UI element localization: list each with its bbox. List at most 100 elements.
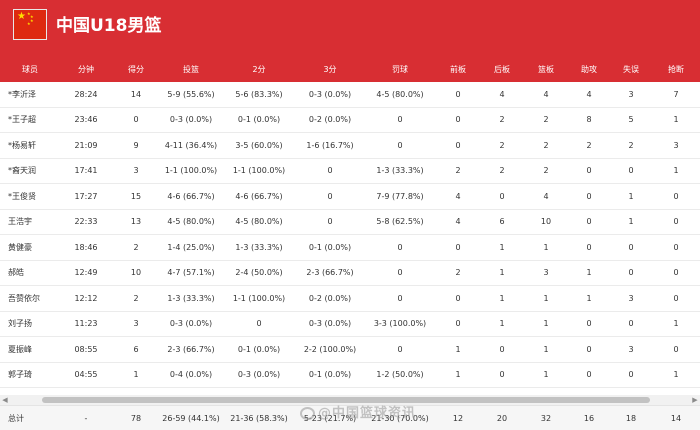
total-oreb: 12 [452,413,464,423]
weibo-logo-icon [300,407,315,420]
column-header-ast: 助攻 [581,64,597,74]
player-row: 黄健豪 18:46 2 1-4 (25.0%) 1-3 (33.3%) 0-1 (0.0%… [0,235,700,261]
cell-minutes: 21:09 [74,140,98,150]
cell-points: 9 [133,140,139,150]
column-header-dreb: 后板 [494,64,510,74]
cell-player: 郝皓 [8,268,24,278]
cell-fg: 4-11 (36.4%) [164,140,218,150]
cell-two-pt: 1-3 (33.3%) [235,242,283,252]
cell-player: 夏振峰 [8,344,32,354]
cell-two-pt: 4-5 (80.0%) [235,217,283,227]
cell-player: 郭子琦 [8,370,32,380]
cell-reb: 1 [543,242,549,252]
scroll-right-icon[interactable]: ▶ [692,396,698,404]
column-header-fg: 投篮 [183,64,199,74]
total-dreb: 20 [496,413,508,423]
cell-oreb: 2 [455,166,461,176]
cell-points: 15 [130,191,142,201]
column-header-tov: 失误 [623,64,639,74]
player-row: *王子超 23:46 0 0-3 (0.0%) 0-1 (0.0%) 0-2 (0.0%)… [0,107,700,133]
cell-minutes: 23:46 [74,115,98,125]
cell-fg: 1-1 (100.0%) [164,166,218,176]
table-header: 球员 分钟 得分 投篮 2分 3分 罚球 前板 后板 篮板 助攻 失误 抢断 [0,56,700,82]
total-minutes: - [84,413,88,423]
column-header-minutes: 分钟 [78,64,94,74]
cell-ft: 4-5 (80.0%) [376,89,424,99]
cell-reb: 10 [540,217,552,227]
cell-minutes: 12:49 [74,268,98,278]
cell-ft: 1-2 (50.0%) [376,370,424,380]
scroll-left-icon[interactable]: ◀ [2,396,8,404]
cell-oreb: 0 [455,293,461,303]
cell-ft: 3-3 (100.0%) [373,319,427,329]
cell-ast: 4 [586,89,592,99]
cell-stl: 0 [673,293,679,303]
cell-two-pt: 5-6 (83.3%) [235,89,283,99]
cell-minutes: 28:24 [74,89,98,99]
cell-two-pt: 0 [256,319,262,329]
cell-three-pt: 0-1 (0.0%) [308,370,352,380]
column-header-oreb: 前板 [450,64,466,74]
cell-dreb: 6 [499,217,505,227]
cell-tov: 3 [628,344,634,354]
cell-player: 王浩宇 [8,217,32,227]
cell-minutes: 17:41 [74,166,98,176]
watermark: @中国篮球资讯 [300,403,416,425]
cell-points: 10 [130,268,142,278]
column-header-reb: 篮板 [538,64,554,74]
cell-reb: 2 [543,166,549,176]
cell-oreb: 0 [455,242,461,252]
cell-tov: 1 [628,191,634,201]
cell-reb: 2 [543,140,549,150]
cell-dreb: 0 [499,191,505,201]
cell-ft: 5-8 (62.5%) [376,217,424,227]
cell-player: *杨易轩 [8,140,36,150]
cell-stl: 3 [673,140,679,150]
cell-ast: 1 [586,293,592,303]
cell-ast: 0 [586,166,592,176]
total-two-pt: 21-36 (58.3%) [230,413,288,423]
cell-three-pt: 0 [327,166,333,176]
cell-ast: 0 [586,242,592,252]
cell-fg: 0-3 (0.0%) [169,115,213,125]
cell-dreb: 4 [499,89,505,99]
cell-stl: 7 [673,89,679,99]
cell-tov: 5 [628,115,634,125]
cell-reb: 4 [543,89,549,99]
cell-minutes: 17:27 [74,191,98,201]
scrollbar-thumb[interactable] [42,397,650,403]
cell-points: 2 [133,242,139,252]
china-flag-icon: ★ ★ ★ ★ ★ [13,9,47,40]
cell-stl: 0 [673,242,679,252]
total-stl: 14 [670,413,682,423]
cell-three-pt: 0-2 (0.0%) [308,293,352,303]
player-row: 郭子琦 04:55 1 0-4 (0.0%) 0-3 (0.0%) 0-1 (0.0%) 1… [0,362,700,388]
cell-two-pt: 0-1 (0.0%) [237,115,281,125]
cell-dreb: 2 [499,115,505,125]
column-header-stl: 抢断 [668,64,684,74]
column-header-points: 得分 [128,64,144,74]
player-row: 刘子扬 11:23 3 0-3 (0.0%) 0 0-3 (0.0%) 3-3 (100.0… [0,311,700,337]
column-header-player: 球员 [22,64,38,74]
cell-oreb: 1 [455,344,461,354]
cell-points: 3 [133,319,139,329]
horizontal-scrollbar[interactable]: ◀ ▶ [0,395,700,405]
team-title: 中国U18男篮 [56,16,162,36]
player-row: 王浩宇 22:33 13 4-5 (80.0%) 4-5 (80.0%) 0 5-8 (62… [0,209,700,235]
cell-minutes: 22:33 [74,217,98,227]
cell-points: 14 [130,89,142,99]
cell-player: *王子超 [8,115,36,125]
column-header-two-pt: 2分 [252,64,266,74]
cell-three-pt: 2-2 (100.0%) [303,344,357,354]
cell-oreb: 2 [455,268,461,278]
team-header: ★ ★ ★ ★ ★ 中国U18男篮 [0,0,700,56]
cell-minutes: 08:55 [74,344,98,354]
cell-tov: 0 [628,268,634,278]
cell-points: 2 [133,293,139,303]
cell-tov: 1 [628,217,634,227]
total-player: 总计 [8,413,24,423]
cell-oreb: 4 [455,217,461,227]
total-row: 总计 - 78 26-59 (44.1%) 21-36 (58.3%) 5-23 (21.… [0,405,700,430]
cell-fg: 0-4 (0.0%) [169,370,213,380]
player-row: *李沂泽 28:24 14 5-9 (55.6%) 5-6 (83.3%) 0-3 (0.… [0,82,700,108]
